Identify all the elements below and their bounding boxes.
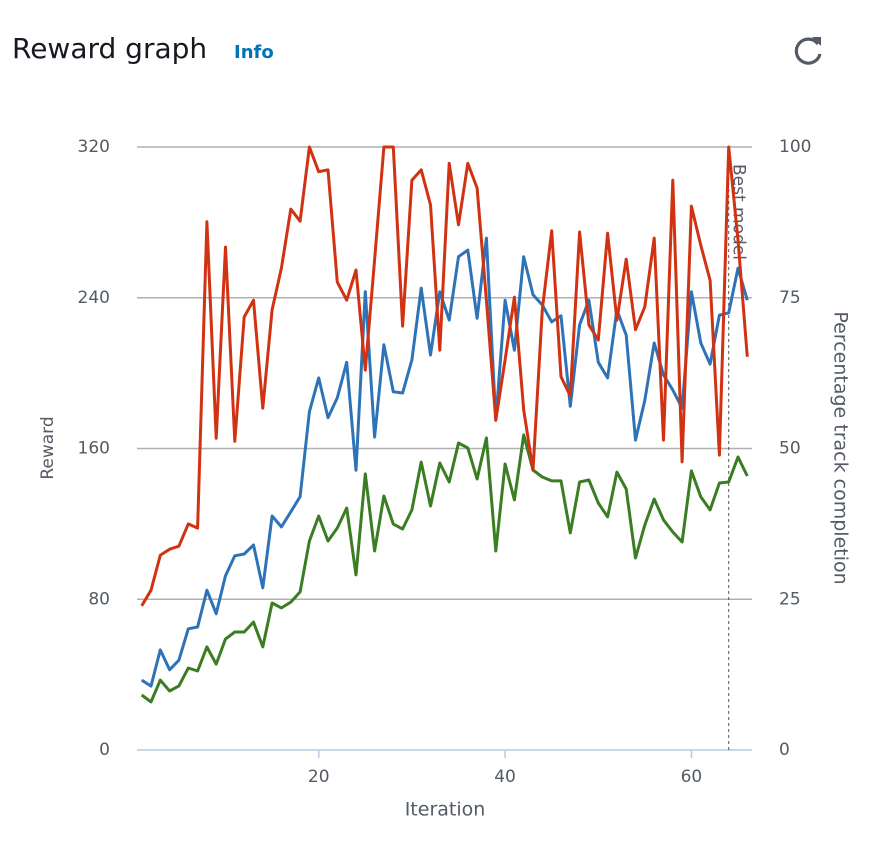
page-title: Reward graph — [12, 32, 207, 65]
y-axis-label: Reward — [38, 416, 58, 479]
series-line — [140, 433, 749, 704]
refresh-arrow — [812, 37, 821, 46]
y-tick-label: 80 — [88, 589, 110, 609]
refresh-icon[interactable] — [794, 37, 822, 65]
y2-tick-label: 50 — [779, 439, 801, 459]
y-tick-label: 240 — [78, 288, 110, 308]
x-tick-label: 40 — [494, 767, 516, 787]
y2-axis-label: Percentage track completion — [830, 311, 852, 584]
y-tick-label: 320 — [78, 137, 110, 157]
y2-tick-label: 100 — [779, 137, 811, 157]
x-axis-label: Iteration — [405, 799, 486, 821]
refresh-arc — [794, 37, 822, 65]
series-line — [140, 145, 749, 607]
y2-tick-label: 0 — [779, 740, 790, 760]
y-tick-label: 0 — [99, 740, 110, 760]
series-line — [140, 236, 749, 688]
x-tick-label: 20 — [308, 767, 330, 787]
info-link[interactable]: Info — [234, 42, 274, 63]
y-tick-label: 160 — [78, 439, 110, 459]
y2-tick-label: 75 — [779, 288, 801, 308]
y2-tick-label: 25 — [779, 589, 801, 609]
x-tick-label: 60 — [681, 767, 703, 787]
